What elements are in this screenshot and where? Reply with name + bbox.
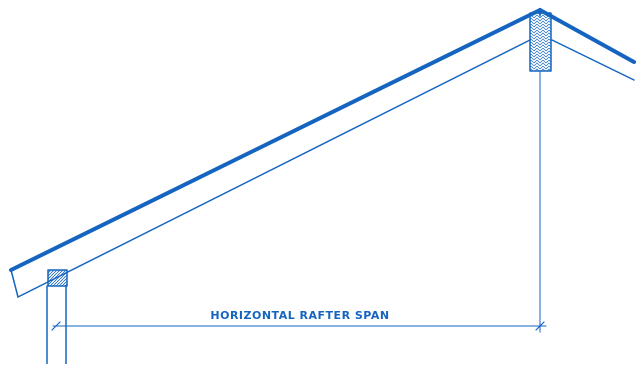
wall-stud <box>46 285 67 365</box>
dimension-line <box>51 321 547 331</box>
span-label: HORIZONTAL RAFTER SPAN <box>210 309 390 322</box>
right-tick <box>535 321 545 331</box>
ridge-board <box>529 9 552 72</box>
left-rafter <box>9 8 542 298</box>
right-rafter <box>538 8 636 81</box>
top-plate <box>47 269 68 287</box>
left-tick <box>51 321 61 331</box>
